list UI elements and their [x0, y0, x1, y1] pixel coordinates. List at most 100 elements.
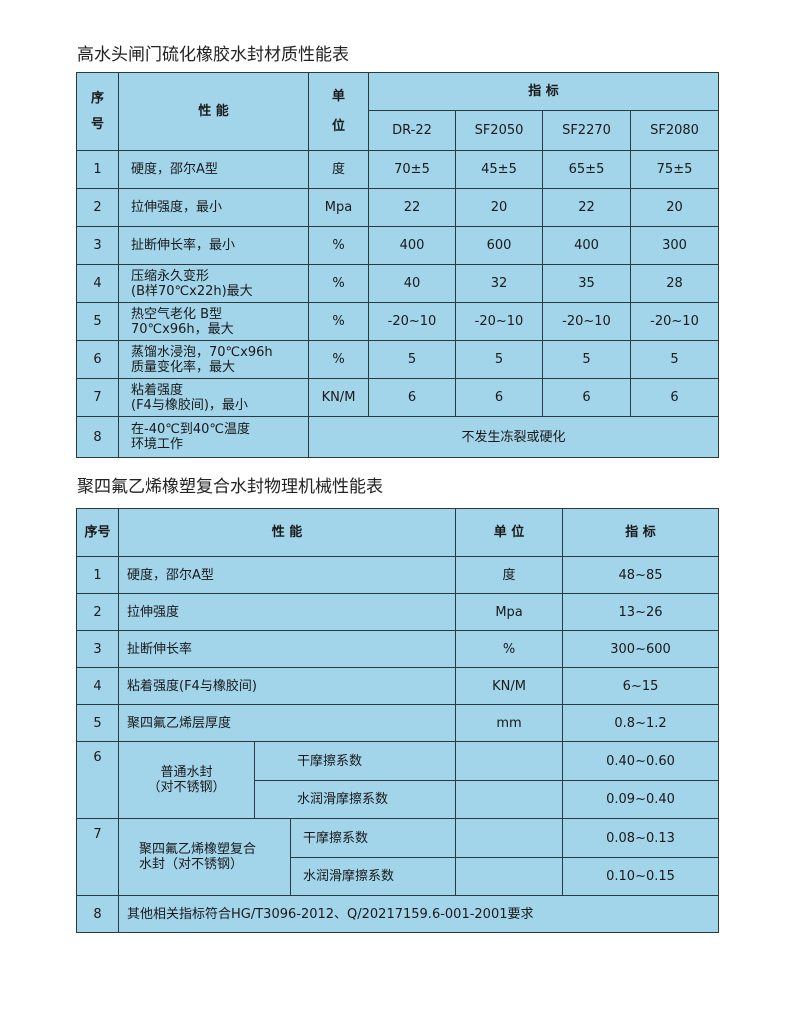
header-grade: SF2270: [542, 110, 631, 151]
row-unit: Mpa: [308, 188, 369, 227]
table-row: 4 压缩永久变形 (B样70℃x22h)最大% 40 32 35 28: [76, 264, 720, 303]
row-value: 40: [368, 264, 456, 303]
row-property: 压缩永久变形 (B样70℃x22h)最大: [118, 264, 309, 303]
table2-title: 聚四氟乙烯橡塑复合水封物理机械性能表: [77, 477, 383, 497]
row-property: 拉伸强度，最小: [118, 188, 309, 227]
row-property: 蒸馏水浸泡，70℃x96h 质量变化率，最大: [118, 340, 309, 379]
row-value: -20~10: [542, 302, 631, 341]
row-property: 粘着强度 (F4与橡胶间)，最小: [118, 378, 309, 417]
row-value: 400: [368, 226, 456, 265]
row-value: 13~26: [562, 593, 720, 631]
table-row: 6 蒸馏水浸泡，70℃x96h 质量变化率，最大% 5 5 5 5: [76, 340, 720, 379]
row-number: 5: [76, 704, 119, 742]
row-unit: KN/M: [308, 378, 369, 417]
row-unit: %: [455, 630, 564, 668]
row-value: 6: [542, 378, 631, 417]
header-property: 性 能: [118, 72, 309, 151]
table-row: 1 硬度，邵尔A型度 48~85: [76, 556, 720, 594]
header-seq: 序号: [76, 508, 119, 557]
row-property: 水润滑摩擦系数: [253, 780, 457, 819]
table-row: 3 扯断伸长率% 300~600: [76, 630, 720, 668]
row-value: 48~85: [562, 556, 720, 594]
row-value: 600: [455, 226, 543, 265]
row-unit-empty: [455, 818, 564, 858]
header-unit: 单 位: [308, 72, 369, 151]
table-row: 1 硬度，邵尔A型度 70±5 45±5 65±5 75±5: [76, 150, 720, 189]
header-unit: 单 位: [455, 508, 564, 557]
row-value: -20~10: [455, 302, 543, 341]
header-grade: DR-22: [368, 110, 456, 151]
table-row: 8 在-40℃到40℃温度 环境工作 不发生冻裂或硬化: [76, 416, 720, 458]
row-value: -20~10: [629, 302, 720, 341]
row-unit-empty: [455, 780, 564, 819]
header-grade: SF2050: [455, 110, 543, 151]
row-property: 扯断伸长率，最小: [118, 226, 309, 265]
row-number: 2: [76, 593, 119, 631]
row-value: -20~10: [368, 302, 456, 341]
row-number: 7: [76, 818, 119, 896]
row-unit-empty: [455, 741, 564, 781]
row-property: 硬度，邵尔A型: [117, 556, 457, 594]
row-unit: 度: [308, 150, 369, 189]
row-value: 不发生冻裂或硬化: [307, 416, 720, 458]
row-value: 75±5: [629, 150, 720, 189]
row-number: 1: [76, 150, 119, 189]
rubber-seal-properties-table: 序 号 性 能 单 位 指 标 DR-22 SF2050 SF2270 SF20…: [76, 72, 720, 458]
row-value: 6: [455, 378, 543, 417]
row-value: 300~600: [562, 630, 720, 668]
row-value: 0.08~0.13: [562, 818, 720, 858]
row-unit: mm: [455, 704, 564, 742]
row-value: 20: [629, 188, 720, 227]
row-property: 粘着强度(F4与橡胶间): [117, 667, 457, 705]
row-number: 6: [76, 741, 119, 819]
table-row: 3 扯断伸长率，最小% 400 600 400 300: [76, 226, 720, 265]
row-value: 70±5: [368, 150, 456, 189]
row-value: 32: [455, 264, 543, 303]
row-property: 在-40℃到40℃温度 环境工作: [118, 416, 309, 458]
row-value: 0.40~0.60: [562, 741, 720, 781]
row-number: 1: [76, 556, 119, 594]
row-unit-empty: [455, 857, 564, 896]
row-number: 8: [76, 895, 119, 933]
row-value: 300: [629, 226, 720, 265]
row-unit: KN/M: [455, 667, 564, 705]
table-row: 8 其他相关指标符合HG/T3096-2012、Q/20217159.6-001…: [76, 895, 720, 933]
row-property: 干摩擦系数: [289, 818, 457, 858]
row-number: 4: [76, 264, 119, 303]
row-property: 扯断伸长率: [117, 630, 457, 668]
row-value: 20: [455, 188, 543, 227]
table-row: 7 粘着强度 (F4与橡胶间)，最小 KN/M 6 6 6 6: [76, 378, 720, 417]
row-value: 5: [542, 340, 631, 379]
row-value: 5: [629, 340, 720, 379]
row-unit: %: [308, 264, 369, 303]
row-value: 0.09~0.40: [562, 780, 720, 819]
row-unit: %: [308, 340, 369, 379]
row-property: 拉伸强度: [117, 593, 457, 631]
row-unit: 度: [455, 556, 564, 594]
row-value: 400: [542, 226, 631, 265]
row-value: 6: [368, 378, 456, 417]
table-row: 水润滑摩擦系数 0.10~0.15: [77, 857, 720, 896]
row-number: 6: [76, 340, 119, 379]
row-number: 7: [76, 378, 119, 417]
row-number: 8: [76, 416, 119, 458]
row-unit: %: [308, 226, 369, 265]
row-number: 4: [76, 667, 119, 705]
table-row: 5 热空气老化 B型 70℃x96h，最大% -20~10 -20~10 -20~10-…: [76, 302, 720, 341]
row-property: 水润滑摩擦系数: [289, 857, 457, 896]
row-number: 2: [76, 188, 119, 227]
row-number: 5: [76, 302, 119, 341]
row-note: 其他相关指标符合HG/T3096-2012、Q/20217159.6-001-2…: [117, 895, 720, 933]
row-value: 0.10~0.15: [562, 857, 720, 896]
row-property: 干摩擦系数: [253, 741, 457, 781]
header-index: 指 标: [367, 72, 720, 111]
row-number: 3: [76, 226, 119, 265]
row-unit: %: [308, 302, 369, 341]
row-value: 35: [542, 264, 631, 303]
row-number: 3: [76, 630, 119, 668]
header-grade: SF2080: [629, 110, 720, 151]
table-row: 4 粘着强度(F4与橡胶间) KN/M 6~15: [76, 667, 720, 705]
table-row: 7 聚四氟乙烯橡塑复合 水封（对不锈钢） 干摩擦系数 0.08~0.13: [76, 818, 720, 896]
row-group: 聚四氟乙烯橡塑复合 水封（对不锈钢）: [118, 818, 291, 896]
row-value: 5: [368, 340, 456, 379]
